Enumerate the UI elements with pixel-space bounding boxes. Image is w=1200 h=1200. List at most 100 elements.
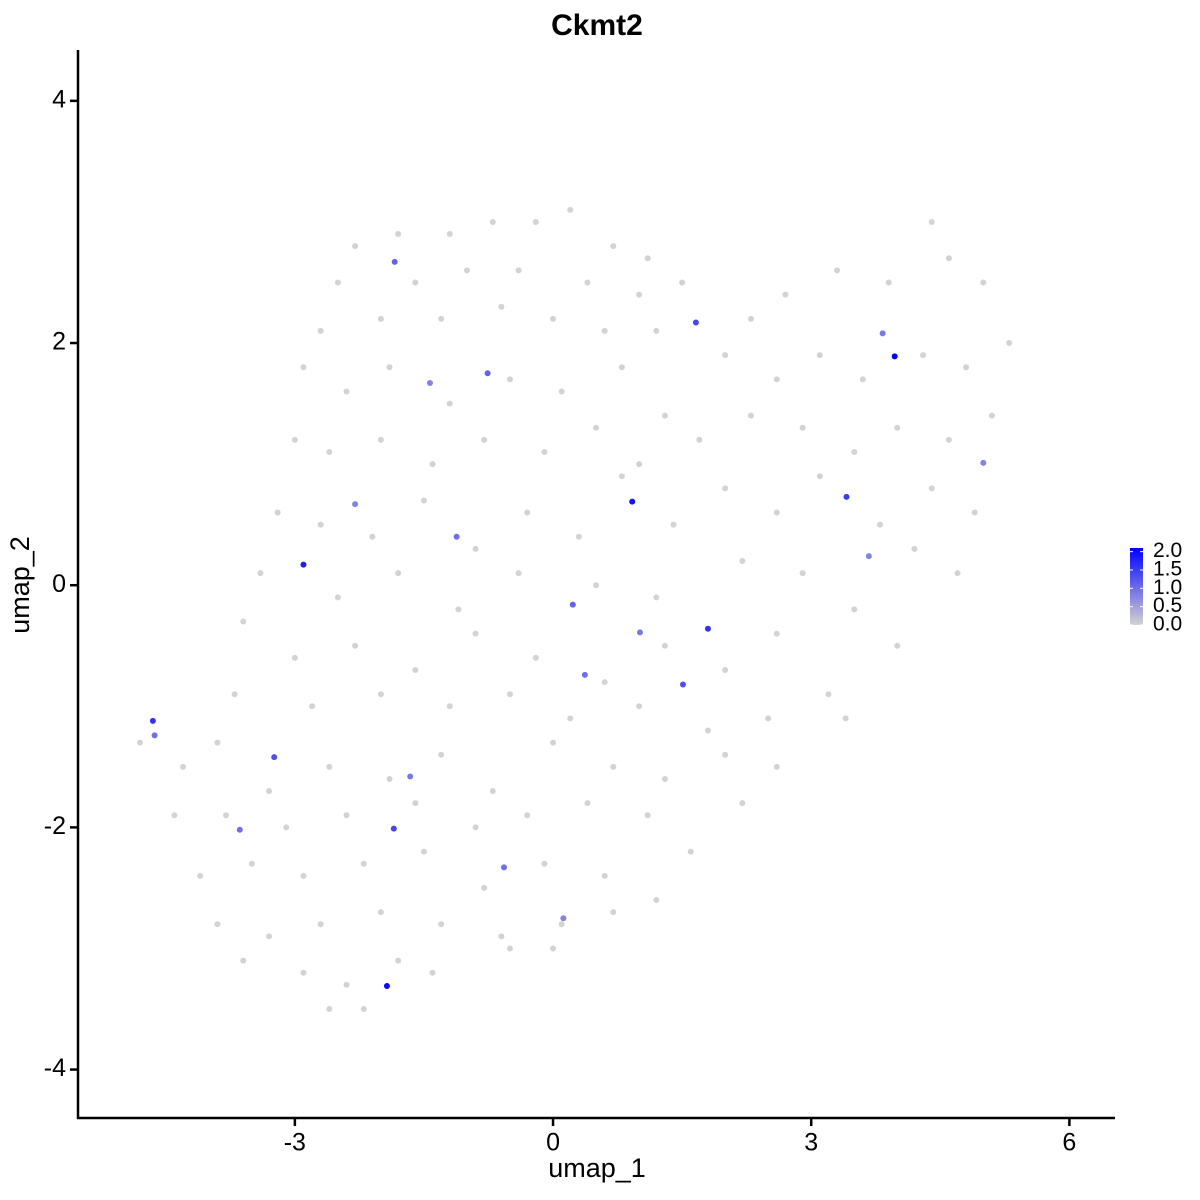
point bbox=[223, 812, 230, 819]
colorbar bbox=[1130, 548, 1143, 625]
point bbox=[636, 703, 643, 710]
point bbox=[412, 666, 419, 673]
point bbox=[550, 739, 557, 746]
point bbox=[500, 864, 507, 871]
point bbox=[558, 388, 565, 395]
point bbox=[569, 601, 576, 608]
point bbox=[661, 642, 668, 649]
point bbox=[481, 884, 488, 891]
y-tick-label: 2 bbox=[52, 328, 66, 356]
colorbar-label: 0.0 bbox=[1153, 613, 1182, 636]
point bbox=[629, 498, 636, 505]
point bbox=[395, 231, 402, 238]
point bbox=[453, 533, 460, 540]
point bbox=[773, 509, 780, 516]
point bbox=[865, 553, 872, 560]
point bbox=[395, 957, 402, 964]
point bbox=[343, 388, 350, 395]
point bbox=[429, 969, 436, 976]
point bbox=[446, 400, 453, 407]
point bbox=[377, 436, 384, 443]
point bbox=[352, 501, 359, 508]
point bbox=[747, 315, 754, 322]
point bbox=[271, 754, 278, 761]
point bbox=[377, 691, 384, 698]
point bbox=[722, 352, 729, 359]
points bbox=[136, 206, 1013, 1013]
point bbox=[532, 218, 539, 225]
point bbox=[550, 945, 557, 952]
point bbox=[438, 751, 445, 758]
point bbox=[438, 921, 445, 928]
point bbox=[704, 625, 711, 632]
colorbar-label: 1.5 bbox=[1153, 558, 1182, 581]
point bbox=[696, 436, 703, 443]
point bbox=[446, 703, 453, 710]
point bbox=[661, 775, 668, 782]
point bbox=[541, 449, 548, 456]
point bbox=[980, 279, 987, 286]
point bbox=[644, 812, 651, 819]
point bbox=[575, 533, 582, 540]
point bbox=[928, 218, 935, 225]
point bbox=[825, 691, 832, 698]
point bbox=[231, 691, 238, 698]
point bbox=[151, 732, 158, 739]
point bbox=[360, 1006, 367, 1013]
point bbox=[816, 473, 823, 480]
point bbox=[300, 969, 307, 976]
point bbox=[610, 763, 617, 770]
point bbox=[885, 279, 892, 286]
point bbox=[300, 561, 307, 568]
point bbox=[636, 629, 643, 636]
point bbox=[300, 364, 307, 371]
point bbox=[851, 449, 858, 456]
point bbox=[584, 279, 591, 286]
point bbox=[352, 243, 359, 250]
point bbox=[799, 570, 806, 577]
point bbox=[214, 921, 221, 928]
point bbox=[593, 582, 600, 589]
point bbox=[601, 679, 608, 686]
point bbox=[739, 800, 746, 807]
point bbox=[317, 921, 324, 928]
point bbox=[472, 824, 479, 831]
point bbox=[438, 315, 445, 322]
point bbox=[692, 319, 699, 326]
x-tick-label: 6 bbox=[1062, 1129, 1076, 1157]
point bbox=[377, 909, 384, 916]
y-tick-label: 4 bbox=[52, 85, 66, 113]
point bbox=[1006, 340, 1013, 347]
point bbox=[420, 848, 427, 855]
point bbox=[507, 945, 514, 952]
colorbar-label: 0.5 bbox=[1153, 594, 1182, 617]
point bbox=[395, 570, 402, 577]
point bbox=[248, 860, 255, 867]
point bbox=[843, 493, 850, 500]
point bbox=[391, 258, 398, 265]
point bbox=[879, 330, 886, 337]
point bbox=[360, 860, 367, 867]
point bbox=[618, 364, 625, 371]
point bbox=[484, 370, 491, 377]
point bbox=[274, 509, 281, 516]
point bbox=[971, 509, 978, 516]
point bbox=[197, 872, 204, 879]
y-axis-title: umap_2 bbox=[5, 536, 35, 634]
point bbox=[945, 436, 952, 443]
point bbox=[343, 812, 350, 819]
point bbox=[412, 279, 419, 286]
point bbox=[214, 739, 221, 746]
point bbox=[773, 763, 780, 770]
x-tick-label: 0 bbox=[546, 1129, 560, 1157]
colorbar-label: 2.0 bbox=[1153, 539, 1182, 562]
point bbox=[489, 218, 496, 225]
point bbox=[610, 243, 617, 250]
y-tick-label: 0 bbox=[52, 570, 66, 598]
point bbox=[446, 231, 453, 238]
point bbox=[945, 255, 952, 262]
point bbox=[532, 654, 539, 661]
point bbox=[524, 509, 531, 516]
point bbox=[377, 315, 384, 322]
